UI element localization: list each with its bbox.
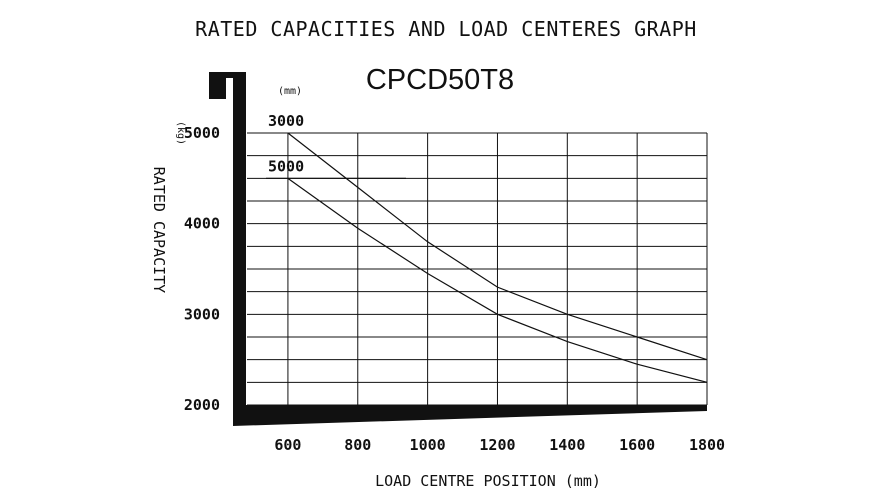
x-tick-label: 600 (274, 436, 301, 454)
y-tick-label: 5000 (184, 124, 220, 142)
x-tick-label: 1400 (549, 436, 585, 454)
x-tick-label: 1800 (689, 436, 725, 454)
x-tick-label: 800 (344, 436, 371, 454)
x-tick-label: 1000 (410, 436, 446, 454)
y-tick-label: 3000 (184, 305, 220, 323)
x-tick-label: 1600 (619, 436, 655, 454)
left-axis-bar (233, 78, 246, 411)
tick-labels: 600 800 1000 1200 1400 1600 1800 2000 3000 4000 50… (184, 124, 725, 454)
y-tick-label: 4000 (184, 215, 220, 233)
axis-frame (209, 72, 707, 426)
x-tick-label: 1200 (479, 436, 515, 454)
chart-title: RATED CAPACITIES AND LOAD CENTERES GRAPH (195, 17, 697, 41)
model-label: CPCD50T8 (366, 64, 514, 96)
left-axis-hook (209, 72, 246, 99)
series-unit-label: (mm) (278, 86, 302, 97)
series-label: 3000 (268, 112, 304, 130)
series-lines: 3000 5000 (266, 112, 708, 383)
x-axis-label: LOAD CENTRE POSITION (mm) (375, 472, 601, 490)
y-tick-label: 2000 (184, 396, 220, 414)
series-line (287, 177, 708, 383)
series-label: 5000 (268, 157, 304, 175)
y-unit-label: (kg) (175, 121, 186, 145)
bottom-axis-bar (233, 405, 707, 426)
series-line (287, 132, 708, 361)
y-axis-label: RATED CAPACITY (150, 167, 168, 293)
